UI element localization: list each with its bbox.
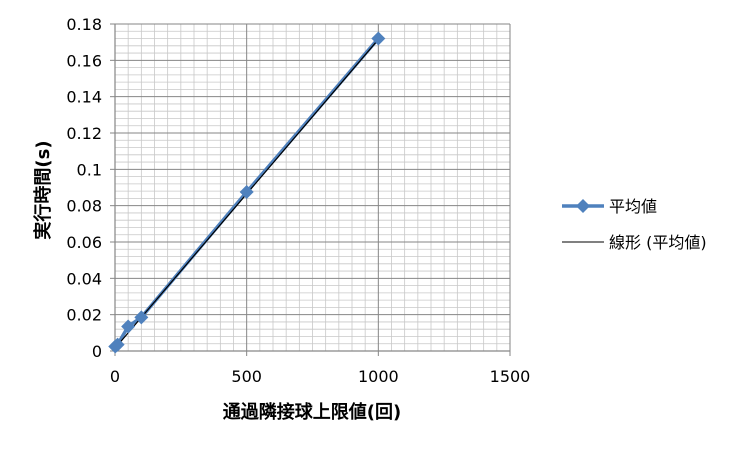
y-tick-label: 0.08 bbox=[66, 197, 102, 216]
y-tick-label: 0.12 bbox=[66, 124, 102, 143]
data-point-marker bbox=[239, 185, 254, 200]
y-axis-title: 実行時間(s) bbox=[32, 140, 54, 239]
y-tick-label: 0.06 bbox=[66, 233, 102, 252]
data-point-marker bbox=[134, 310, 149, 325]
legend-swatch-average-diamond bbox=[576, 199, 590, 213]
legend-label-average: 平均値 bbox=[609, 197, 657, 216]
legend-item-average: 平均値 bbox=[562, 197, 657, 216]
data-point-marker bbox=[371, 31, 386, 46]
y-tick-label: 0.18 bbox=[66, 15, 102, 34]
axes bbox=[110, 23, 511, 356]
y-tick-label: 0.1 bbox=[77, 160, 102, 179]
x-tick-label: 1500 bbox=[490, 367, 531, 386]
data-point-marker bbox=[121, 319, 136, 334]
grid bbox=[114, 23, 511, 352]
x-tick-label: 0 bbox=[110, 367, 120, 386]
y-tick-label: 0.02 bbox=[66, 306, 102, 325]
legend: 平均値 線形 (平均値) bbox=[562, 197, 707, 252]
y-tick-label: 0 bbox=[92, 342, 102, 361]
tick-labels: 0 500 1000 1500 0 0.02 0.04 0.06 0.08 0.1 0.12 0.14… bbox=[66, 15, 530, 386]
x-axis-title: 通過隣接球上限値(回) bbox=[223, 401, 401, 423]
y-tick-label: 0.16 bbox=[66, 51, 102, 70]
legend-label-trendline: 線形 (平均値) bbox=[609, 233, 707, 252]
legend-item-trendline: 線形 (平均値) bbox=[562, 233, 707, 252]
series-plot bbox=[108, 31, 386, 354]
x-tick-label: 500 bbox=[231, 367, 262, 386]
y-tick-label: 0.04 bbox=[66, 269, 102, 288]
y-tick-label: 0.14 bbox=[66, 88, 102, 107]
data-point-marker bbox=[110, 337, 125, 352]
x-tick-label: 1000 bbox=[358, 367, 399, 386]
